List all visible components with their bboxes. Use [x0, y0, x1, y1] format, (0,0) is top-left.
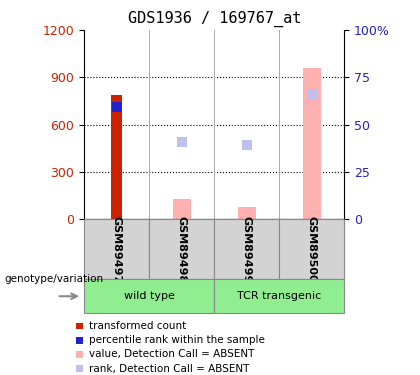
- Text: GSM89499: GSM89499: [242, 216, 252, 283]
- Point: [243, 142, 250, 148]
- Bar: [84, 219, 149, 279]
- Title: GDS1936 / 169767_at: GDS1936 / 169767_at: [128, 11, 301, 27]
- Bar: [214, 219, 279, 279]
- Text: value, Detection Call = ABSENT: value, Detection Call = ABSENT: [89, 350, 255, 359]
- Point: [308, 92, 315, 98]
- Bar: [84, 279, 214, 313]
- Bar: [111, 95, 122, 219]
- Text: TCR transgenic: TCR transgenic: [237, 291, 321, 301]
- Text: GSM89500: GSM89500: [307, 216, 317, 283]
- Bar: [149, 219, 214, 279]
- Point: [178, 139, 185, 145]
- Text: percentile rank within the sample: percentile rank within the sample: [89, 335, 265, 345]
- Text: transformed count: transformed count: [89, 321, 187, 331]
- Text: GSM89497: GSM89497: [112, 216, 121, 283]
- Bar: [279, 219, 344, 279]
- Bar: [214, 279, 344, 313]
- Bar: [303, 68, 321, 219]
- Text: genotype/variation: genotype/variation: [4, 274, 103, 284]
- Text: rank, Detection Call = ABSENT: rank, Detection Call = ABSENT: [89, 364, 250, 374]
- Bar: [238, 207, 256, 219]
- Point: [113, 104, 120, 110]
- Text: GSM89498: GSM89498: [177, 216, 186, 283]
- Text: wild type: wild type: [123, 291, 175, 301]
- Bar: [173, 199, 191, 219]
